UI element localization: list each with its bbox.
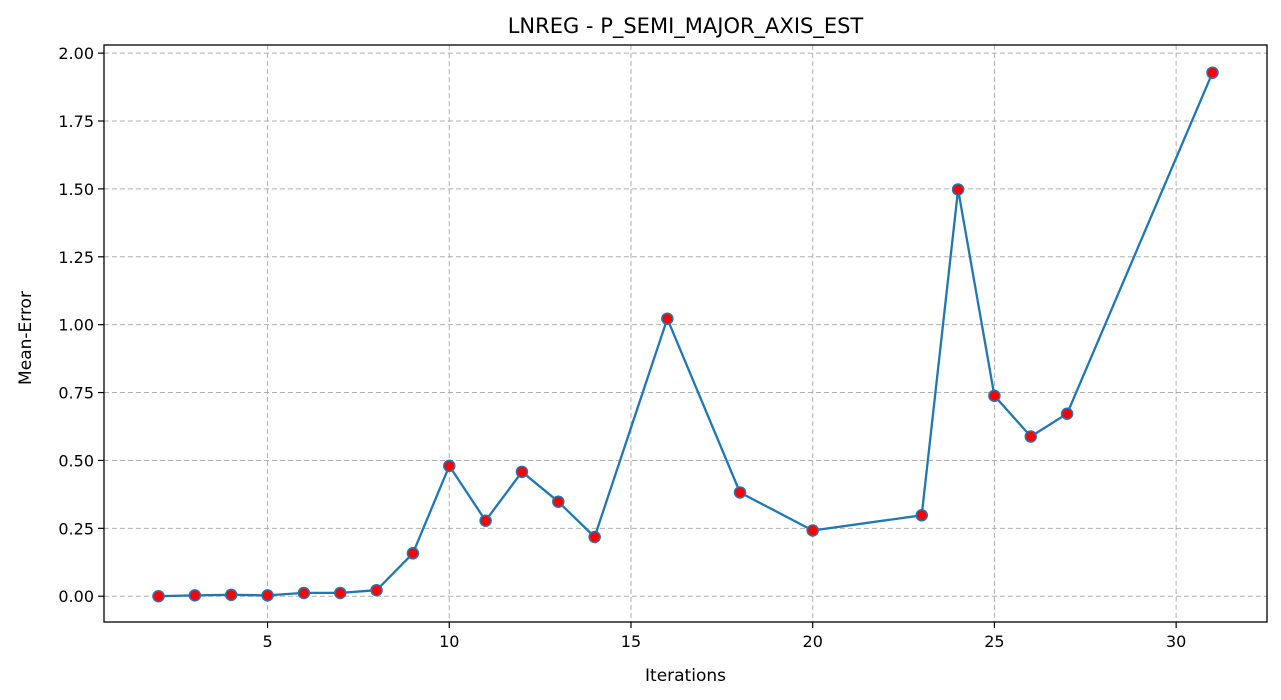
series-layer	[152, 66, 1219, 603]
x-tick-label: 20	[803, 632, 823, 651]
data-point	[297, 586, 311, 600]
data-point	[1206, 66, 1219, 79]
data-point	[333, 586, 347, 600]
x-axis-ticks: 5 10 15 20 25 30	[262, 622, 1186, 651]
data-point	[152, 589, 165, 603]
data-point	[370, 583, 383, 597]
y-axis-ticks: 0.00 0.25 0.50 0.75 1.00 1.25 1.50 1.75 2.00	[58, 44, 104, 606]
data-point	[588, 530, 601, 544]
y-tick-label: 1.75	[58, 112, 94, 131]
grid-lines	[104, 45, 1267, 622]
data-point	[1024, 430, 1038, 443]
y-tick-label: 1.00	[58, 316, 94, 335]
x-axis-label: Iterations	[645, 666, 726, 686]
data-point	[806, 524, 819, 537]
y-axis-label: Mean-Error	[16, 291, 36, 385]
y-tick-label: 0.25	[58, 519, 94, 538]
data-point	[915, 509, 928, 522]
data-point	[479, 514, 492, 527]
data-point	[988, 389, 1001, 403]
series-line	[158, 72, 1214, 598]
y-tick-label: 2.00	[58, 44, 94, 63]
x-tick-label: 15	[621, 632, 641, 651]
data-point	[1060, 407, 1074, 420]
x-tick-label: 10	[439, 632, 459, 651]
y-tick-label: 1.50	[58, 180, 94, 199]
data-point	[261, 589, 274, 602]
data-point	[661, 312, 674, 325]
y-tick-label: 0.75	[58, 384, 94, 403]
x-tick-label: 25	[984, 632, 1004, 651]
data-point	[224, 588, 238, 602]
plot-frame	[103, 44, 1268, 623]
x-tick-label: 5	[262, 632, 272, 651]
y-tick-label: 1.25	[58, 248, 94, 267]
data-point	[951, 183, 965, 196]
data-point	[733, 486, 747, 499]
y-tick-label: 0.50	[58, 451, 94, 470]
chart-title: LNREG - P_SEMI_MAJOR_AXIS_EST	[508, 14, 864, 39]
x-tick-label: 30	[1166, 632, 1186, 651]
data-point	[443, 459, 456, 473]
data-point	[406, 547, 420, 560]
data-point	[552, 495, 565, 508]
data-point	[188, 589, 202, 602]
y-tick-label: 0.00	[58, 587, 94, 606]
data-point	[515, 465, 529, 479]
